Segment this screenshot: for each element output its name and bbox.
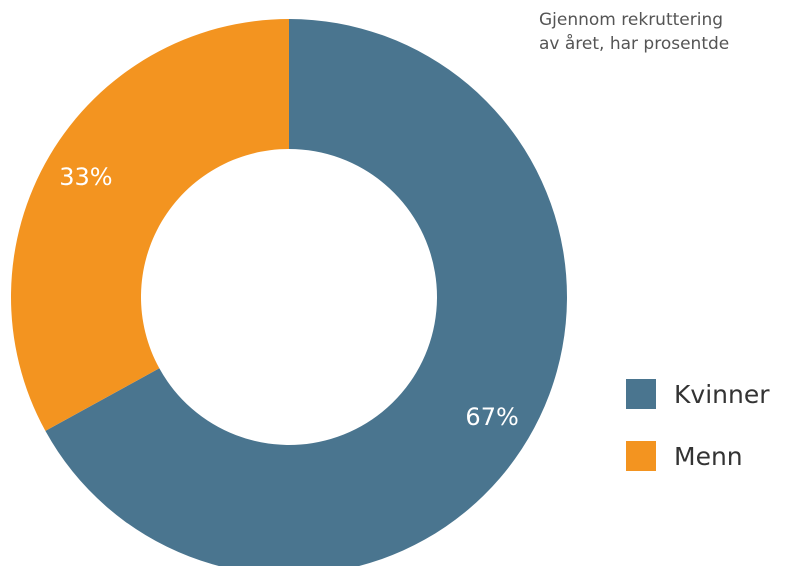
chart-legend: Kvinner Menn: [626, 375, 769, 499]
legend-label-menn: Menn: [674, 441, 743, 471]
donut-slice-menn: [10, 19, 289, 431]
legend-item-kvinner: Kvinner: [626, 375, 769, 413]
legend-swatch-menn: [626, 441, 656, 471]
data-label-kvinner: 67%: [465, 403, 518, 431]
donut-slice-kvinner: [45, 19, 567, 566]
chart-caption: Gjennom rekruttering av året, har prosen…: [539, 8, 789, 56]
caption-line-2: av året, har prosentde: [539, 34, 730, 54]
caption-line-1: Gjennom rekruttering: [539, 10, 724, 30]
legend-item-menn: Menn: [626, 437, 769, 475]
legend-swatch-kvinner: [626, 379, 656, 409]
legend-label-kvinner: Kvinner: [674, 379, 770, 409]
data-label-menn: 33%: [59, 163, 112, 191]
